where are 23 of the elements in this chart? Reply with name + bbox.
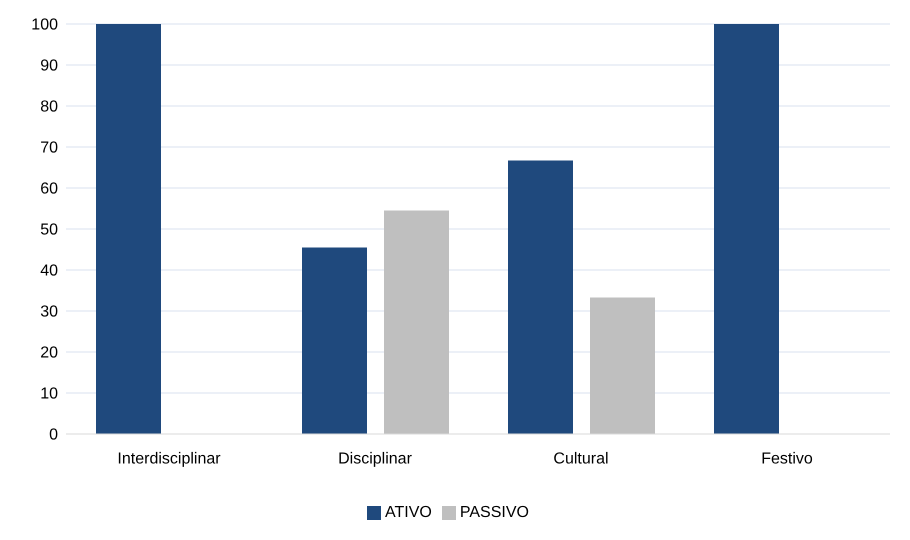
- y-tick-label: 50: [40, 222, 58, 239]
- bar: [384, 210, 449, 434]
- legend-label: PASSIVO: [460, 504, 529, 521]
- y-tick-label: 70: [40, 140, 58, 157]
- y-tick-label: 0: [49, 426, 58, 444]
- bar: [714, 24, 779, 434]
- bar: [96, 24, 161, 434]
- x-tick-label: Interdisciplinar: [117, 450, 222, 468]
- x-tick-label: Disciplinar: [338, 450, 413, 468]
- y-tick-label: 20: [40, 344, 58, 362]
- bar: [590, 297, 655, 434]
- x-tick-label: Festivo: [761, 450, 813, 468]
- y-tick-label: 60: [40, 180, 58, 198]
- y-tick-label: 100: [31, 16, 58, 34]
- y-tick-label: 40: [40, 262, 58, 280]
- y-tick-label: 30: [40, 304, 58, 321]
- x-tick-label: Cultural: [553, 450, 609, 468]
- bar: [508, 160, 573, 434]
- y-tick-label: 90: [40, 58, 58, 75]
- bar: [302, 247, 367, 434]
- legend-label: ATIVO: [385, 504, 432, 521]
- y-tick-label: 80: [40, 98, 58, 116]
- y-tick-label: 10: [40, 386, 58, 403]
